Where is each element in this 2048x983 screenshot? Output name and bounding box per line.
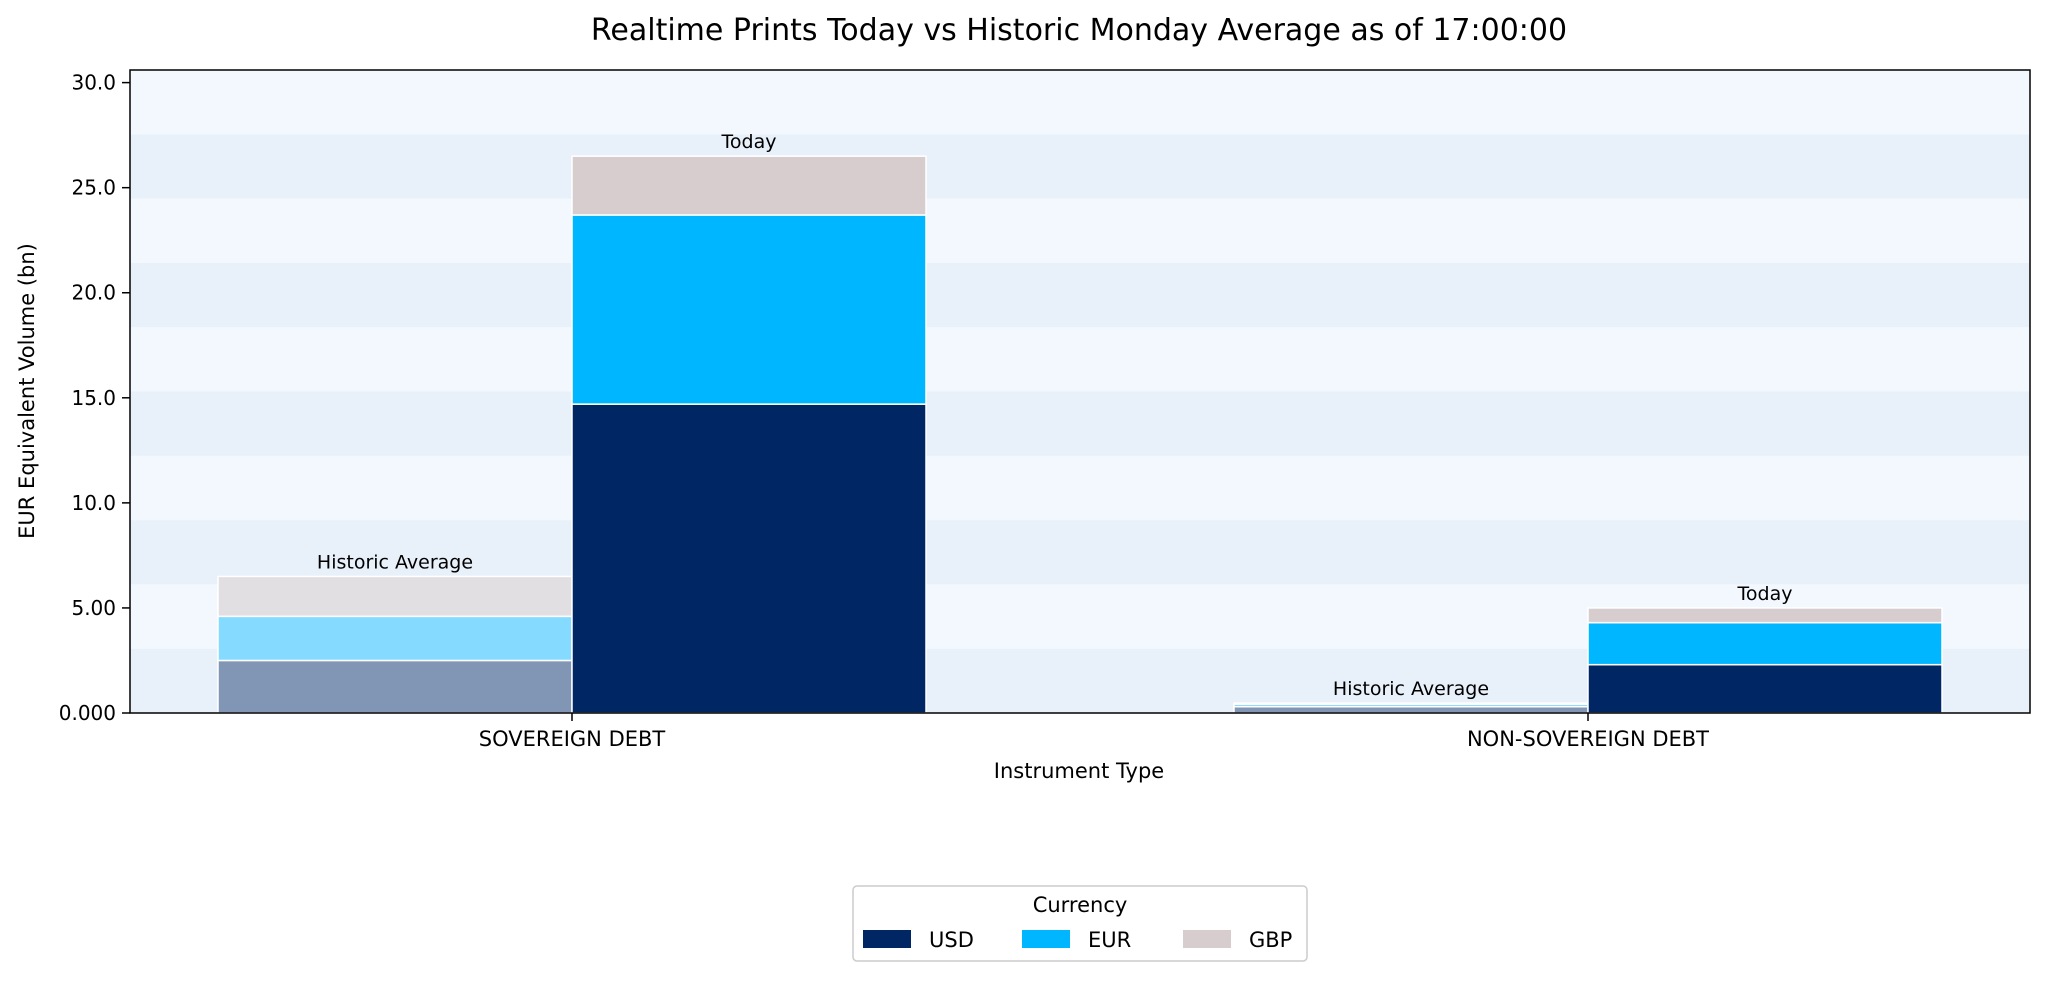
background-band	[130, 70, 2030, 135]
bar-segment-usd	[1233, 705, 1589, 714]
y-axis: 0.000 5.00 10.0 15.0 20.0 25.0 30.0	[59, 71, 130, 725]
y-tick-label: 30.0	[71, 71, 116, 95]
y-axis-title: EUR Equivalent Volume (bn)	[15, 243, 39, 539]
legend: Currency USD EUR GBP	[852, 885, 1308, 962]
bar-group-label: Historic Average	[317, 551, 473, 573]
bar-segment-gbp	[571, 155, 927, 216]
legend-swatch-gbp	[1183, 930, 1231, 948]
background-bands	[130, 70, 2030, 713]
bar-segment-usd	[1587, 663, 1943, 714]
background-band	[130, 327, 2030, 392]
y-tick-label: 0.000	[59, 701, 116, 725]
plot-frame	[129, 69, 2031, 714]
bar-group-label: Today	[1737, 583, 1793, 605]
legend-swatch-usd	[863, 930, 911, 948]
group-labels: Historic Average Today Historic Average Tod…	[317, 131, 1793, 700]
bar-segment-usd	[217, 659, 573, 714]
legend-swatch-eur	[1022, 930, 1070, 948]
y-tick-label: 15.0	[71, 386, 116, 410]
background-band	[130, 134, 2030, 199]
legend-label-eur: EUR	[1088, 928, 1131, 952]
x-axis-title: Instrument Type	[994, 759, 1164, 783]
bar-group-label: Today	[721, 131, 777, 153]
background-band	[130, 198, 2030, 263]
legend-label-gbp: GBP	[1249, 928, 1292, 952]
background-band	[130, 520, 2030, 585]
y-tick-label: 5.00	[71, 596, 116, 620]
x-axis: SOVEREIGN DEBT NON-SOVEREIGN DEBT	[479, 713, 1709, 751]
bar-segment-eur	[571, 214, 927, 405]
background-band	[130, 262, 2030, 328]
bar-group-label: Historic Average	[1333, 678, 1489, 700]
background-band	[130, 455, 2030, 521]
bars	[217, 155, 1943, 714]
bar-segment-eur	[217, 615, 573, 662]
background-band	[130, 391, 2030, 456]
bar-segment-gbp	[1233, 702, 1589, 705]
y-tick-label: 20.0	[71, 281, 116, 305]
bar-segment-usd	[571, 403, 927, 714]
legend-entries: USD EUR GBP	[863, 928, 1292, 952]
legend-title: Currency	[1033, 893, 1128, 917]
bar-segment-gbp	[1587, 607, 1943, 624]
legend-label-usd: USD	[929, 928, 974, 952]
bar-segment-eur	[1587, 621, 1943, 666]
x-tick-label: SOVEREIGN DEBT	[479, 727, 666, 751]
y-tick-label: 25.0	[71, 176, 116, 200]
y-tick-label: 10.0	[71, 491, 116, 515]
bar-segment-gbp	[217, 575, 573, 618]
chart-title: Realtime Prints Today vs Historic Monday…	[591, 13, 1567, 48]
x-tick-label: NON-SOVEREIGN DEBT	[1467, 727, 1709, 751]
